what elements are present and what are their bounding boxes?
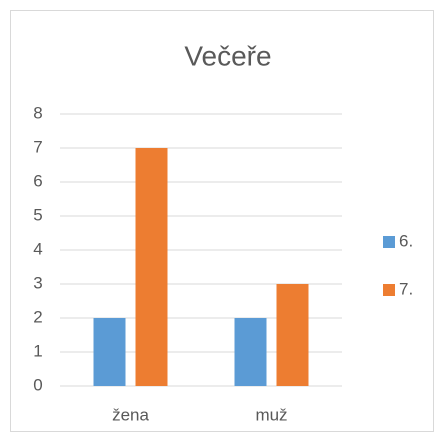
legend-swatch (383, 236, 395, 248)
y-tick-label: 1 (33, 341, 42, 360)
legend-label: 6. (399, 231, 413, 250)
y-tick-label: 3 (33, 273, 42, 292)
y-tick-label: 5 (33, 205, 42, 224)
legend-swatch (383, 284, 395, 296)
bar (276, 284, 309, 386)
y-tick-label: 0 (33, 375, 42, 394)
y-tick-label: 7 (33, 137, 42, 156)
chart-title: Večeře (184, 40, 271, 71)
bar (93, 318, 126, 386)
chart-border (10, 10, 434, 432)
bar (135, 148, 168, 386)
y-tick-label: 6 (33, 171, 42, 190)
x-tick-label: muž (255, 405, 287, 424)
y-tick-label: 2 (33, 307, 42, 326)
x-tick-label: žena (112, 405, 149, 424)
y-tick-label: 8 (33, 103, 42, 122)
legend-label: 7. (399, 279, 413, 298)
bar (234, 318, 267, 386)
y-tick-label: 4 (33, 239, 42, 258)
